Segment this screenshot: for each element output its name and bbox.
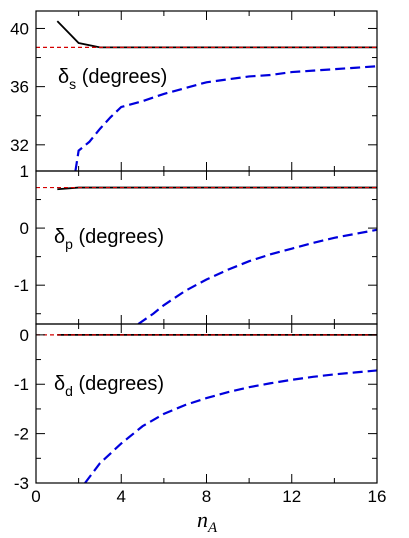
panel-label-symbol: δ xyxy=(54,226,65,248)
panel-3: -3 -2 -1 0 δd (degrees) 0 4 8 12 16 nA xyxy=(14,323,387,536)
panel-label-subscript: p xyxy=(65,236,73,252)
panel-2: -1 0 1 δp (degrees) xyxy=(14,162,378,325)
panel-label-subscript: s xyxy=(69,76,76,92)
panel-label-symbol: δ xyxy=(54,373,65,395)
y-tick-label: 36 xyxy=(10,78,29,97)
y-tick-label: 32 xyxy=(10,136,29,155)
panel-label: δd (degrees) xyxy=(54,373,164,399)
x-axis-title-subscript: A xyxy=(207,520,218,536)
series-group xyxy=(36,186,377,324)
series-group xyxy=(36,20,377,171)
panel-label-suffix: (degrees) xyxy=(76,66,167,88)
y-tick-label: 1 xyxy=(20,162,29,181)
x-axis-title-main: n xyxy=(197,507,208,532)
panel-frame xyxy=(35,323,378,484)
series-line-1 xyxy=(56,20,377,49)
x-tick-label: 0 xyxy=(31,487,40,506)
y-tick-label: -2 xyxy=(14,425,29,444)
panel-label: δs (degrees) xyxy=(58,66,167,92)
y-tick-label: -1 xyxy=(14,375,29,394)
y-tick-label: 40 xyxy=(10,19,29,38)
y-tick-label: 0 xyxy=(20,219,29,238)
panel-label: δp (degrees) xyxy=(54,226,164,252)
y-tick-label: -3 xyxy=(14,474,29,493)
series-line-3 xyxy=(74,65,377,171)
y-tick-label: -1 xyxy=(14,276,29,295)
panel-1: 32 36 40 δs (degrees) xyxy=(10,10,378,172)
panel-label-subscript: d xyxy=(65,383,73,399)
x-axis-title: nA xyxy=(197,507,218,536)
panel-frame xyxy=(35,10,378,172)
x-tick-label: 16 xyxy=(368,487,387,506)
y-tick-label: 0 xyxy=(20,326,29,345)
panel-label-symbol: δ xyxy=(58,66,69,88)
panel-label-suffix: (degrees) xyxy=(73,226,164,248)
series-line-1 xyxy=(57,186,377,191)
series-line-3 xyxy=(84,369,377,483)
x-tick-label: 12 xyxy=(282,487,301,506)
panel-label-suffix: (degrees) xyxy=(73,373,164,395)
series-line-3 xyxy=(137,228,377,324)
series-group xyxy=(36,333,377,483)
x-tick-label: 4 xyxy=(117,487,126,506)
x-tick-label: 8 xyxy=(202,487,211,506)
